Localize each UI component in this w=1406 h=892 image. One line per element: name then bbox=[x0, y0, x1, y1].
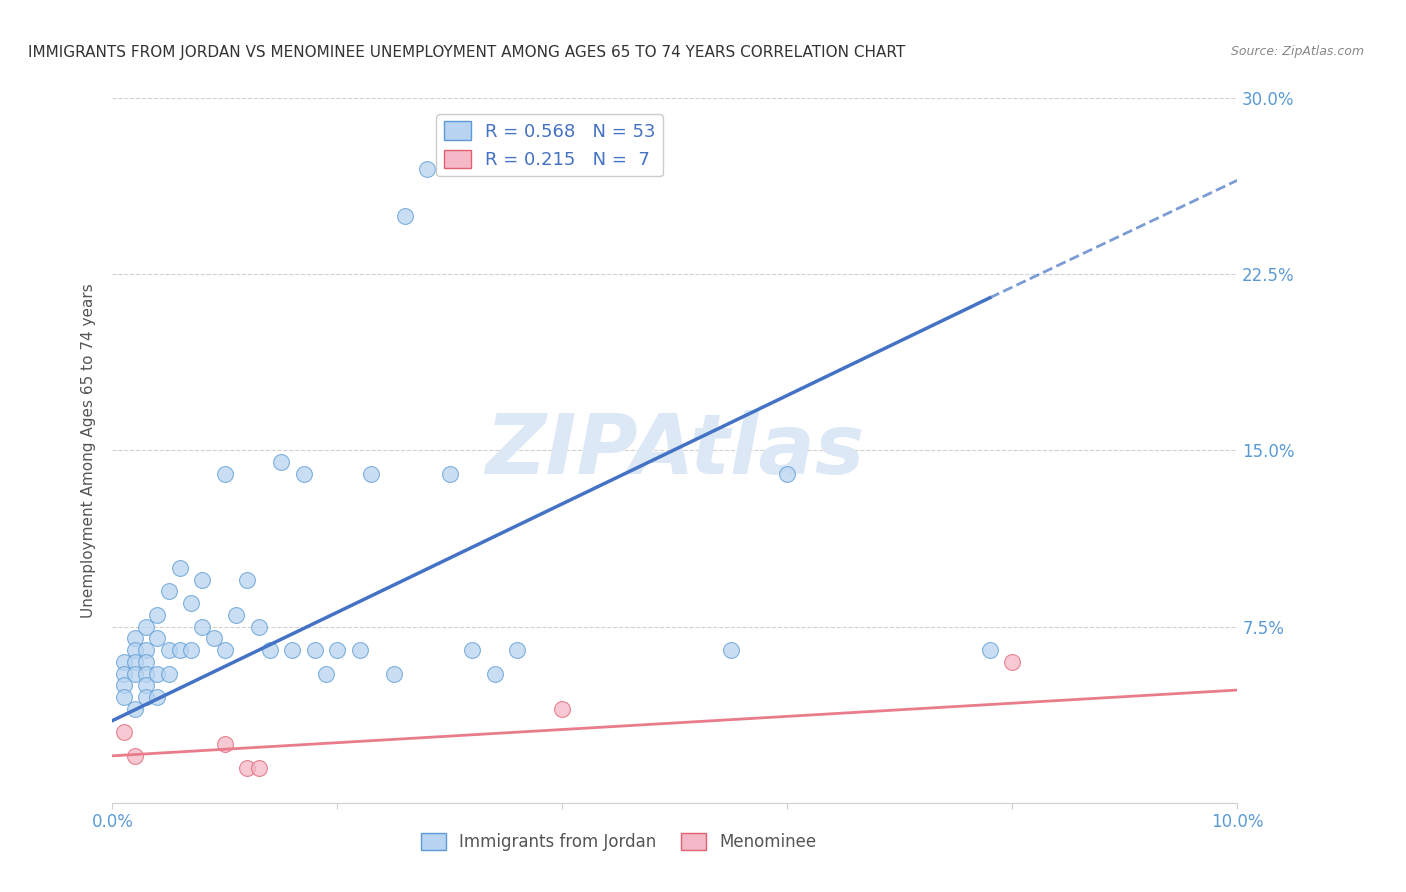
Text: ZIPAtlas: ZIPAtlas bbox=[485, 410, 865, 491]
Point bbox=[169, 643, 191, 657]
Point bbox=[157, 666, 180, 681]
Point bbox=[112, 690, 135, 705]
Point bbox=[506, 643, 529, 657]
Point bbox=[214, 737, 236, 751]
Point bbox=[281, 643, 304, 657]
Point bbox=[979, 643, 1001, 657]
Point bbox=[394, 209, 416, 223]
Point bbox=[124, 632, 146, 646]
Point bbox=[236, 573, 259, 587]
Y-axis label: Unemployment Among Ages 65 to 74 years: Unemployment Among Ages 65 to 74 years bbox=[80, 283, 96, 618]
Point bbox=[124, 666, 146, 681]
Point bbox=[484, 666, 506, 681]
Point bbox=[292, 467, 315, 481]
Point bbox=[236, 760, 259, 774]
Point bbox=[135, 643, 157, 657]
Point bbox=[1001, 655, 1024, 669]
Point bbox=[247, 619, 270, 633]
Point bbox=[124, 643, 146, 657]
Point bbox=[202, 632, 225, 646]
Point bbox=[124, 655, 146, 669]
Point bbox=[157, 584, 180, 599]
Point bbox=[315, 666, 337, 681]
Point bbox=[146, 607, 169, 622]
Point bbox=[551, 702, 574, 716]
Point bbox=[191, 619, 214, 633]
Point bbox=[461, 643, 484, 657]
Legend: Immigrants from Jordan, Menominee: Immigrants from Jordan, Menominee bbox=[413, 826, 824, 858]
Point bbox=[180, 643, 202, 657]
Point bbox=[124, 702, 146, 716]
Point bbox=[112, 666, 135, 681]
Point bbox=[135, 619, 157, 633]
Point bbox=[214, 467, 236, 481]
Point bbox=[247, 760, 270, 774]
Point bbox=[214, 643, 236, 657]
Point bbox=[135, 678, 157, 692]
Point bbox=[259, 643, 281, 657]
Point bbox=[146, 632, 169, 646]
Point bbox=[146, 690, 169, 705]
Point bbox=[416, 161, 439, 176]
Point bbox=[382, 666, 405, 681]
Point bbox=[135, 690, 157, 705]
Point bbox=[304, 643, 326, 657]
Point bbox=[180, 596, 202, 610]
Point bbox=[135, 655, 157, 669]
Point bbox=[135, 666, 157, 681]
Point bbox=[124, 748, 146, 763]
Point bbox=[191, 573, 214, 587]
Point bbox=[146, 666, 169, 681]
Point bbox=[157, 643, 180, 657]
Point bbox=[720, 643, 742, 657]
Point bbox=[112, 678, 135, 692]
Point bbox=[439, 467, 461, 481]
Point bbox=[112, 655, 135, 669]
Point bbox=[776, 467, 799, 481]
Point bbox=[360, 467, 382, 481]
Point bbox=[112, 725, 135, 739]
Point bbox=[326, 643, 349, 657]
Text: IMMIGRANTS FROM JORDAN VS MENOMINEE UNEMPLOYMENT AMONG AGES 65 TO 74 YEARS CORRE: IMMIGRANTS FROM JORDAN VS MENOMINEE UNEM… bbox=[28, 45, 905, 60]
Text: Source: ZipAtlas.com: Source: ZipAtlas.com bbox=[1230, 45, 1364, 58]
Point bbox=[225, 607, 247, 622]
Point bbox=[270, 455, 292, 469]
Point bbox=[349, 643, 371, 657]
Point bbox=[169, 561, 191, 575]
